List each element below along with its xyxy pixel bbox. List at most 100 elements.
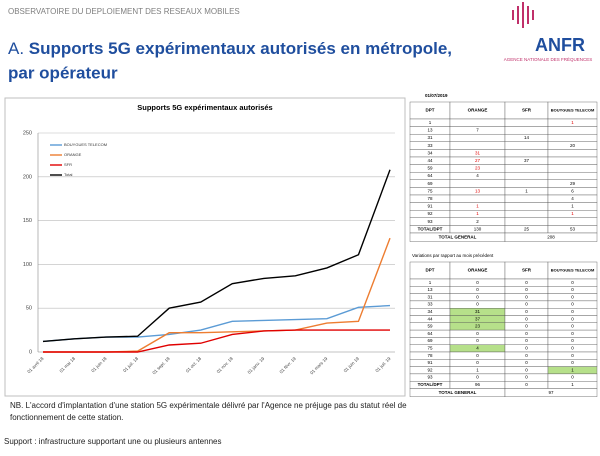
cell-text: 75: [427, 346, 433, 351]
cell-text: 13: [475, 188, 481, 193]
cell-text: 31: [475, 309, 481, 314]
cell-text: 0: [571, 324, 574, 329]
cell-text: 78: [427, 196, 433, 201]
table-cell: [504, 388, 598, 398]
cell-text: 0: [476, 294, 479, 299]
cell-text: 69: [427, 181, 433, 186]
y-tick-label: 150: [23, 218, 32, 224]
cell-text: 1: [571, 204, 574, 209]
cell-text: 0: [476, 353, 479, 358]
cell-text: 1: [476, 211, 479, 216]
table-cell: [504, 217, 549, 226]
y-tick-label: 100: [23, 262, 32, 268]
y-tick-label: 50: [26, 306, 32, 312]
cell-text: TOTAL GENERAL: [439, 390, 477, 395]
cell-text: 31: [427, 294, 433, 299]
note: Support : infrastructure supportant une …: [4, 437, 221, 446]
cell-text: 0: [525, 309, 528, 314]
cell-text: DPT: [426, 108, 435, 113]
cell-text: 1: [571, 120, 574, 125]
cell-text: 34: [427, 309, 433, 314]
cell-text: 0: [476, 331, 479, 336]
cell-text: 0: [571, 346, 574, 351]
cell-text: ORANGE: [468, 108, 488, 113]
cell-text: 53: [570, 226, 576, 231]
cell-text: 0: [571, 338, 574, 343]
cell-text: 27: [475, 158, 481, 163]
legend-label: BOUYGUES TELECOM: [64, 142, 107, 147]
cell-text: 0: [525, 316, 528, 321]
cell-text: 25: [524, 226, 530, 231]
cell-text: 44: [427, 158, 433, 163]
table-cell: [547, 164, 598, 173]
cell-text: TOTAL/DPT: [418, 382, 443, 387]
cell-text: BOUYGUES TELECOM: [551, 268, 595, 273]
cell-text: 13: [427, 287, 433, 292]
cell-text: 23: [475, 166, 481, 171]
title-line: Supports 5G expérimentaux autorisés en m…: [29, 39, 452, 58]
cell-text: 130: [474, 226, 482, 231]
logo-text: ANFR: [535, 35, 585, 55]
y-tick-label: 250: [23, 130, 32, 136]
cell-text: 93: [427, 375, 433, 380]
note: fonctionnement de cette station.: [10, 413, 123, 422]
table-cell: [449, 133, 506, 142]
cell-text: 1: [525, 188, 528, 193]
cell-text: 0: [525, 302, 528, 307]
cell-text: 75: [427, 188, 433, 193]
cell-text: 34: [427, 150, 433, 155]
cell-text: 0: [571, 375, 574, 380]
title-line: par opérateur: [8, 63, 118, 82]
title-prefix: A.: [8, 39, 24, 58]
cell-text: SFR: [522, 108, 532, 113]
cell-text: 4: [476, 173, 479, 178]
cell-text: 64: [427, 173, 433, 178]
legend-label: SFR: [64, 162, 72, 167]
table-cell: [449, 118, 506, 127]
cell-text: 0: [525, 367, 528, 372]
table-cell: [504, 141, 549, 150]
cell-text: 64: [427, 331, 433, 336]
cell-text: 59: [427, 324, 433, 329]
table-cell: [547, 156, 598, 165]
cell-text: 0: [525, 280, 528, 285]
cell-text: 0: [476, 375, 479, 380]
cell-text: BOUYGUES TELECOM: [551, 108, 595, 113]
table-cell: [449, 194, 506, 203]
cell-text: 4: [476, 346, 479, 351]
logo-subtitle: AGENCE NATIONALE DES FRÉQUENCES: [504, 56, 592, 62]
cell-text: 1: [476, 204, 479, 209]
table-cell: [504, 118, 549, 127]
cell-text: 59: [427, 166, 433, 171]
cell-text: 20: [570, 143, 576, 148]
cell-text: 44: [427, 316, 433, 321]
cell-text: 33: [427, 302, 433, 307]
table-cell: [504, 202, 549, 211]
cell-text: 0: [571, 316, 574, 321]
cell-text: 208: [547, 234, 555, 239]
cell-text: 91: [427, 360, 433, 365]
cell-text: 37: [524, 158, 530, 163]
cell-text: SFR: [522, 268, 532, 273]
table-cell: [504, 194, 549, 203]
cell-text: 0: [571, 287, 574, 292]
series-line: [43, 329, 390, 353]
cell-text: 1: [429, 120, 432, 125]
cell-text: 0: [525, 294, 528, 299]
cell-text: 29: [570, 181, 576, 186]
cell-text: 0: [476, 287, 479, 292]
table-cell: [547, 149, 598, 158]
cell-text: 1: [571, 211, 574, 216]
cell-text: 0: [525, 375, 528, 380]
title: A. Supports 5G expérimentaux autorisés e…: [8, 39, 452, 58]
cell-text: 0: [525, 360, 528, 365]
cell-text: 1: [476, 367, 479, 372]
cell-text: 0: [476, 360, 479, 365]
cell-text: 7: [476, 128, 479, 133]
table-cell: [547, 217, 598, 226]
table-cell: [547, 126, 598, 135]
cell-text: 0: [525, 324, 528, 329]
cell-text: 1: [429, 280, 432, 285]
table-cell: [449, 141, 506, 150]
